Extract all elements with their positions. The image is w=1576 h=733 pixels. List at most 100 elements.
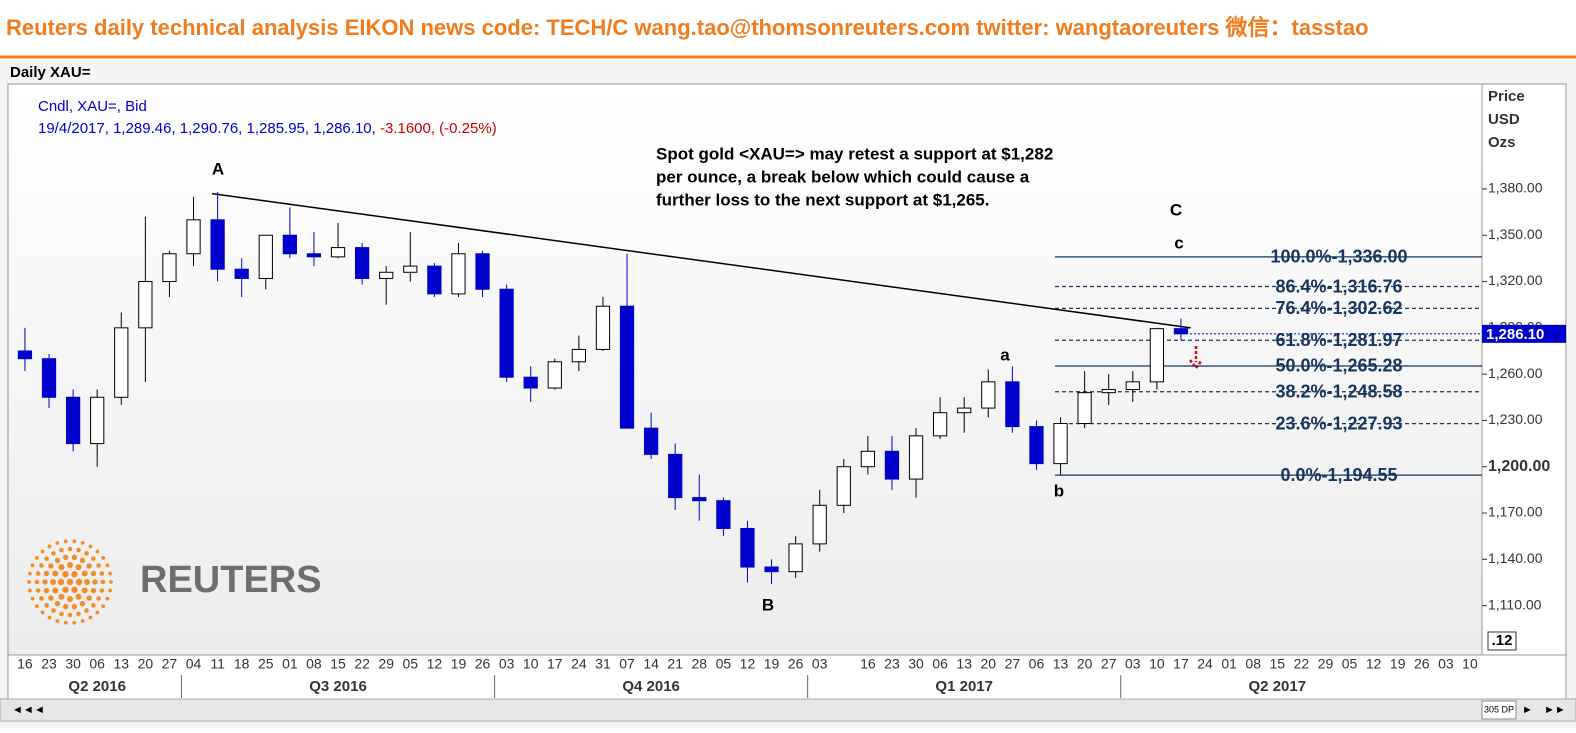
logo-dot xyxy=(43,570,50,577)
candle-body xyxy=(234,268,249,279)
quarter-label: Q4 2016 xyxy=(622,678,680,695)
candle-body xyxy=(1005,381,1020,428)
candle-body xyxy=(1173,328,1189,335)
x-tick-label: 08 xyxy=(306,656,322,672)
logo-dot xyxy=(30,596,35,601)
x-tick-label: 21 xyxy=(667,656,683,672)
candle-body xyxy=(932,412,948,437)
x-tick-label: 27 xyxy=(162,656,178,672)
y-axis-label: Ozs xyxy=(1488,134,1516,151)
x-tick-label: 17 xyxy=(1173,656,1189,672)
y-tick-label: 1,230.00 xyxy=(1488,411,1543,427)
logo-dot xyxy=(34,556,39,560)
logo-dot xyxy=(79,557,86,564)
candle-body xyxy=(643,427,659,455)
x-tick-label: 23 xyxy=(41,656,57,672)
candle-body xyxy=(1053,423,1068,465)
scroll-left-fast[interactable]: ◄◄ xyxy=(12,704,34,716)
annotation: further loss to the next support at $1,2… xyxy=(656,190,989,209)
candle-body xyxy=(812,504,827,545)
logo-dot xyxy=(81,570,88,577)
header-text: Reuters daily technical analysis EIKON n… xyxy=(6,15,1369,40)
logo-dot xyxy=(52,587,59,594)
logo-dot xyxy=(48,563,54,569)
logo-dot xyxy=(86,595,92,601)
scrollbar[interactable] xyxy=(0,698,1576,722)
x-tick-label: 08 xyxy=(1245,656,1261,672)
logo-dot xyxy=(63,539,68,544)
logo-dot xyxy=(90,587,97,594)
x-tick-label: 19 xyxy=(764,656,780,672)
logo-dot xyxy=(40,610,45,615)
y-axis-label: Price xyxy=(1488,88,1525,105)
x-tick-label: 03 xyxy=(499,656,515,672)
candle-body xyxy=(523,376,538,389)
fib-label: 38.2%-1,248.58 xyxy=(1275,382,1402,402)
candle-body xyxy=(764,566,779,573)
last-price-box xyxy=(1482,324,1566,343)
logo-dots xyxy=(27,539,113,625)
x-tick-label: 24 xyxy=(1197,656,1213,672)
logo-dot xyxy=(62,571,69,578)
x-tick-label: 04 xyxy=(186,656,202,672)
logo-dot xyxy=(90,570,97,577)
scroll-left[interactable]: ◄ xyxy=(34,704,45,716)
x-tick-label: 01 xyxy=(1221,656,1237,672)
logo-dot xyxy=(92,579,98,585)
x-tick-label: 22 xyxy=(354,656,370,672)
logo-dot xyxy=(86,563,92,569)
y-tick-label: 1,170.00 xyxy=(1488,504,1543,520)
candle-body xyxy=(210,219,225,270)
candle-body xyxy=(1101,389,1116,394)
x-tick-label: 20 xyxy=(1077,656,1093,672)
logo-dot xyxy=(40,549,45,554)
logo-dot xyxy=(76,611,81,617)
logo-dot xyxy=(30,563,35,568)
x-tick-label: 03 xyxy=(1438,656,1454,672)
x-tick-label: 20 xyxy=(980,656,996,672)
candle-body xyxy=(162,253,177,283)
logo-dot xyxy=(50,579,56,585)
y-tick-label: 1,380.00 xyxy=(1488,180,1543,196)
x-tick-label: 16 xyxy=(860,656,876,672)
logo-dot xyxy=(84,579,90,585)
x-tick-label: 06 xyxy=(1029,656,1045,672)
wave-label: B xyxy=(762,595,774,614)
logo-dot xyxy=(75,564,82,571)
x-tick-label: 05 xyxy=(716,656,732,672)
scroll-right[interactable]: ► xyxy=(1522,704,1533,716)
x-tick-label: 29 xyxy=(1318,656,1334,672)
x-tick-label: 18 xyxy=(234,656,250,672)
logo-dot xyxy=(71,586,78,593)
logo-dot xyxy=(57,578,65,586)
fib-label: 86.4%-1,316.76 xyxy=(1275,276,1402,296)
candle-body xyxy=(884,450,900,480)
x-tick-label: 26 xyxy=(788,656,804,672)
logo-dot xyxy=(42,579,48,585)
logo-dot xyxy=(80,619,85,623)
x-tick-label: 30 xyxy=(65,656,81,672)
candle-body xyxy=(860,450,875,468)
candle-body xyxy=(547,361,562,389)
logo-dot xyxy=(76,547,81,553)
scroll-right-fast[interactable]: ►► xyxy=(1544,704,1566,716)
candle-body xyxy=(451,253,466,295)
logo-dot xyxy=(75,578,83,586)
candle-body xyxy=(306,253,322,258)
logo-dot xyxy=(55,619,60,623)
x-tick-label: 10 xyxy=(1149,656,1165,672)
fib-label: 61.8%-1,281.97 xyxy=(1275,330,1402,350)
candle-body xyxy=(668,453,683,499)
annotation: Spot gold <XAU=> may retest a support at… xyxy=(656,144,1053,163)
logo-dot xyxy=(91,556,96,561)
wave-label: a xyxy=(1000,345,1010,364)
candle-body xyxy=(788,543,803,573)
y-tick-label: 1,350.00 xyxy=(1488,226,1543,242)
candle-body xyxy=(17,350,33,360)
logo-dot xyxy=(71,603,78,610)
x-tick-label: 15 xyxy=(1270,656,1286,672)
down-arrow xyxy=(1189,346,1203,371)
scroll-note: 305 DP xyxy=(1484,704,1514,714)
logo-dot xyxy=(67,562,73,568)
